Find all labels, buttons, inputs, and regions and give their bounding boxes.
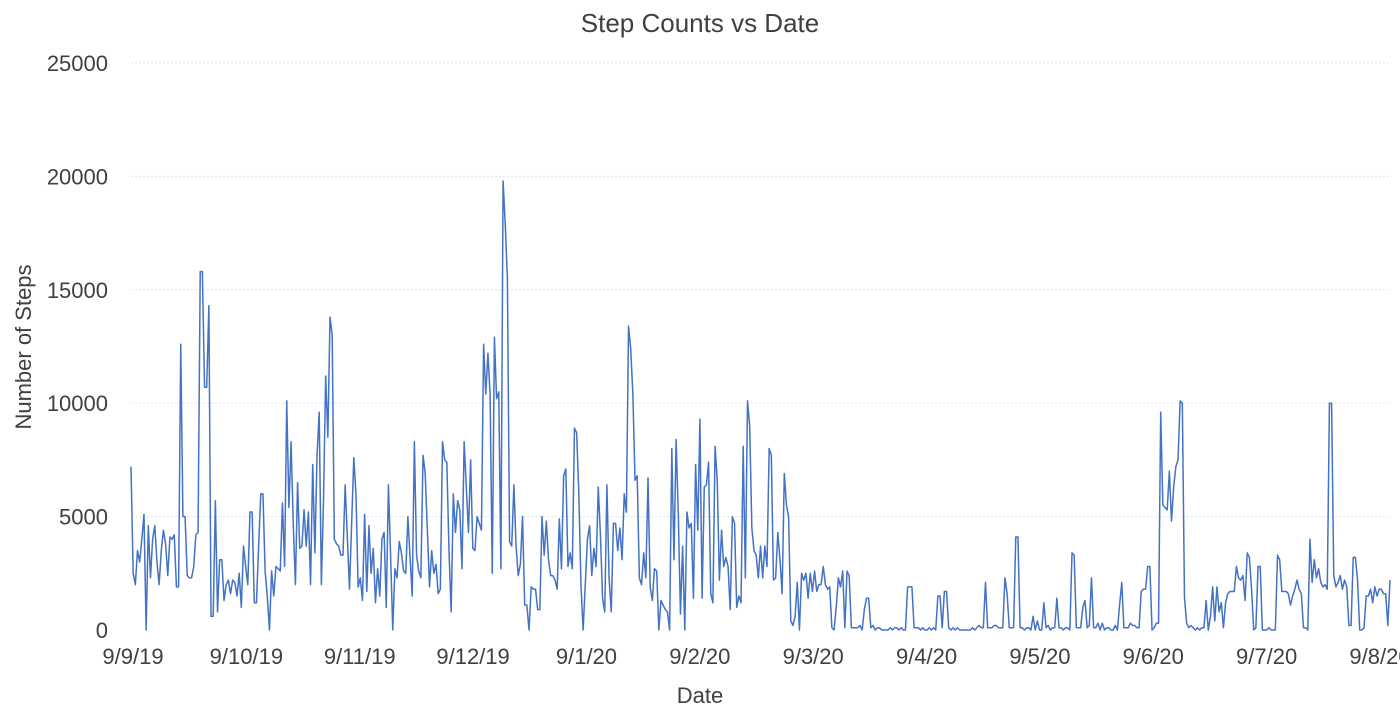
x-tick-label: 9/6/20 xyxy=(1123,644,1184,669)
y-tick-label: 25000 xyxy=(47,51,108,76)
x-tick-label: 9/5/20 xyxy=(1009,644,1070,669)
y-tick-label: 20000 xyxy=(47,164,108,189)
x-tick-label: 9/12/19 xyxy=(436,644,509,669)
y-tick-label: 10000 xyxy=(47,391,108,416)
x-tick-label: 9/8/20 xyxy=(1349,644,1400,669)
y-tick-label: 15000 xyxy=(47,278,108,303)
x-tick-label: 9/7/20 xyxy=(1236,644,1297,669)
x-tick-label: 9/1/20 xyxy=(556,644,617,669)
x-tick-label: 9/3/20 xyxy=(783,644,844,669)
x-tick-label: 9/11/19 xyxy=(324,644,396,669)
chart-title: Step Counts vs Date xyxy=(580,8,820,38)
x-axis-label: Date xyxy=(676,683,724,708)
x-tick-label: 9/4/20 xyxy=(896,644,957,669)
x-tick-label: 9/9/19 xyxy=(102,644,163,669)
y-tick-label: 0 xyxy=(96,618,108,643)
x-tick-label: 9/10/19 xyxy=(210,644,283,669)
y-tick-label: 5000 xyxy=(59,505,108,530)
x-tick-label: 9/2/20 xyxy=(669,644,730,669)
series-line xyxy=(130,180,1391,631)
